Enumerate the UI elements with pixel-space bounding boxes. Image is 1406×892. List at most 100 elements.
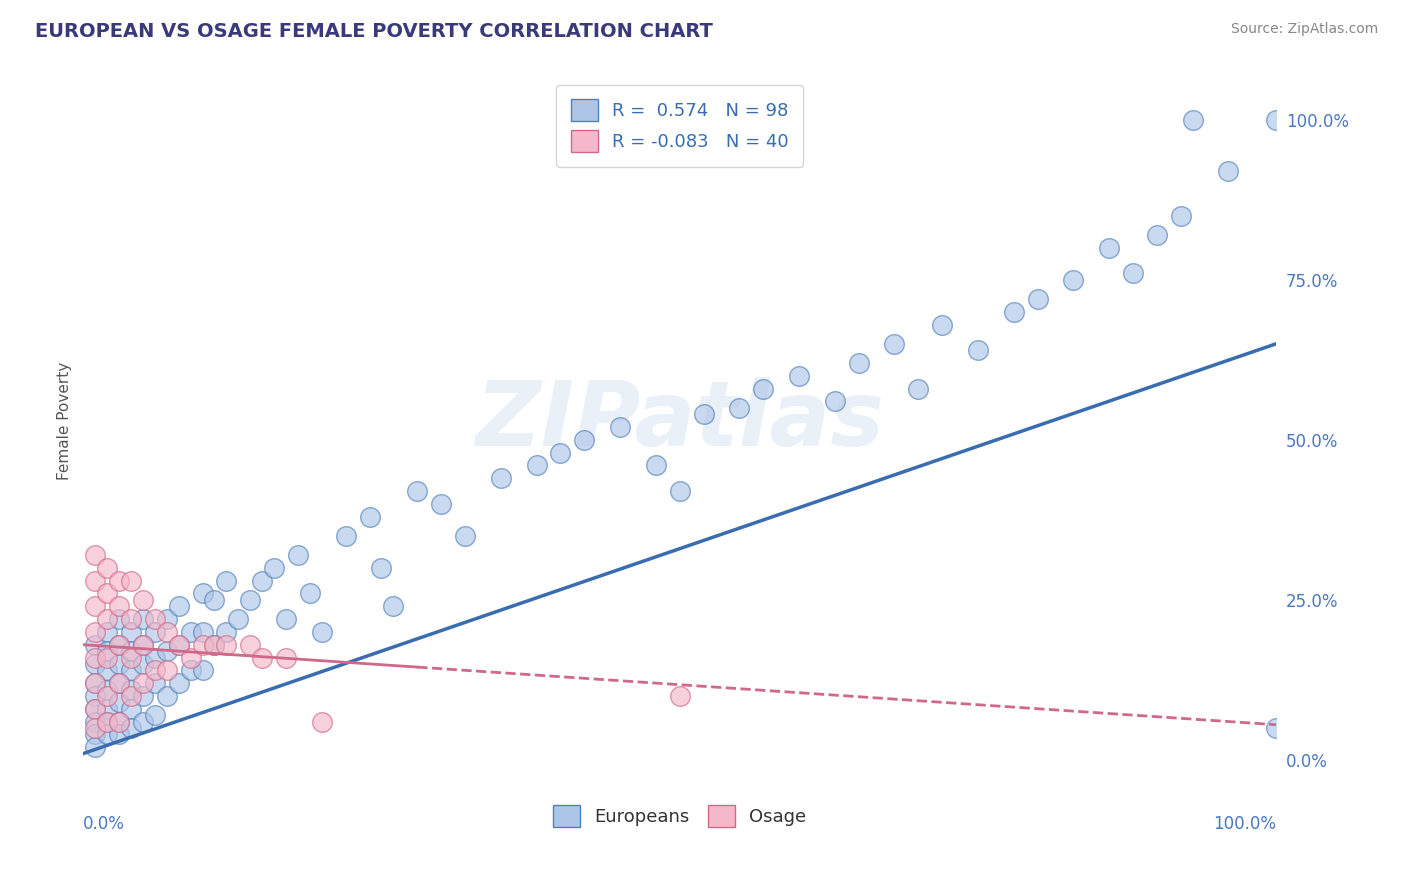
Point bbox=[143, 650, 166, 665]
Point bbox=[96, 586, 118, 600]
Point bbox=[907, 382, 929, 396]
Point bbox=[120, 721, 142, 735]
Point bbox=[239, 593, 262, 607]
Point bbox=[228, 612, 250, 626]
Point bbox=[215, 638, 238, 652]
Point bbox=[550, 445, 572, 459]
Point bbox=[1265, 112, 1288, 127]
Point bbox=[1002, 305, 1025, 319]
Point bbox=[84, 727, 107, 741]
Point bbox=[335, 529, 357, 543]
Point bbox=[120, 663, 142, 677]
Point bbox=[167, 638, 190, 652]
Point bbox=[574, 433, 596, 447]
Point bbox=[167, 638, 190, 652]
Point bbox=[931, 318, 953, 332]
Point bbox=[108, 574, 131, 588]
Point bbox=[156, 624, 179, 639]
Point bbox=[370, 561, 392, 575]
Point bbox=[108, 714, 131, 729]
Point bbox=[167, 676, 190, 690]
Point bbox=[824, 394, 846, 409]
Point bbox=[143, 708, 166, 723]
Y-axis label: Female Poverty: Female Poverty bbox=[58, 361, 72, 480]
Point bbox=[263, 561, 285, 575]
Point bbox=[84, 714, 107, 729]
Point bbox=[883, 336, 905, 351]
Point bbox=[84, 740, 107, 755]
Point bbox=[96, 644, 118, 658]
Point bbox=[215, 624, 238, 639]
Point bbox=[132, 714, 155, 729]
Point bbox=[84, 574, 107, 588]
Point bbox=[96, 561, 118, 575]
Point bbox=[1170, 209, 1192, 223]
Point bbox=[215, 574, 238, 588]
Point bbox=[204, 593, 226, 607]
Point bbox=[132, 593, 155, 607]
Point bbox=[848, 356, 870, 370]
Point bbox=[120, 682, 142, 697]
Point bbox=[1026, 292, 1049, 306]
Point bbox=[1098, 241, 1121, 255]
Point bbox=[108, 638, 131, 652]
Point bbox=[787, 368, 810, 383]
Point bbox=[96, 624, 118, 639]
Point bbox=[180, 624, 202, 639]
Point bbox=[84, 650, 107, 665]
Point bbox=[84, 638, 107, 652]
Point bbox=[274, 612, 297, 626]
Point bbox=[1218, 164, 1240, 178]
Point bbox=[143, 663, 166, 677]
Point bbox=[120, 574, 142, 588]
Point bbox=[644, 458, 666, 473]
Point bbox=[752, 382, 775, 396]
Point bbox=[298, 586, 321, 600]
Point bbox=[1122, 266, 1144, 280]
Point bbox=[108, 599, 131, 614]
Point bbox=[96, 714, 118, 729]
Point bbox=[204, 638, 226, 652]
Point bbox=[191, 586, 214, 600]
Point bbox=[96, 612, 118, 626]
Point bbox=[967, 343, 990, 358]
Point bbox=[120, 689, 142, 703]
Point bbox=[1265, 721, 1288, 735]
Text: 100.0%: 100.0% bbox=[1213, 815, 1277, 833]
Point bbox=[668, 484, 690, 499]
Point bbox=[156, 663, 179, 677]
Point bbox=[108, 714, 131, 729]
Point bbox=[96, 663, 118, 677]
Point bbox=[96, 650, 118, 665]
Text: Source: ZipAtlas.com: Source: ZipAtlas.com bbox=[1230, 22, 1378, 37]
Text: 0.0%: 0.0% bbox=[83, 815, 125, 833]
Point bbox=[120, 702, 142, 716]
Point bbox=[132, 638, 155, 652]
Point bbox=[120, 644, 142, 658]
Point bbox=[250, 574, 273, 588]
Text: ZIPatlas: ZIPatlas bbox=[475, 376, 884, 465]
Point bbox=[120, 650, 142, 665]
Point bbox=[454, 529, 477, 543]
Point bbox=[84, 676, 107, 690]
Point bbox=[108, 638, 131, 652]
Point bbox=[191, 638, 214, 652]
Point bbox=[692, 407, 714, 421]
Point bbox=[250, 650, 273, 665]
Point bbox=[96, 702, 118, 716]
Point bbox=[191, 624, 214, 639]
Point bbox=[1062, 273, 1084, 287]
Point bbox=[132, 638, 155, 652]
Point bbox=[526, 458, 548, 473]
Point bbox=[143, 612, 166, 626]
Point bbox=[84, 721, 107, 735]
Point bbox=[108, 727, 131, 741]
Point bbox=[430, 497, 453, 511]
Point bbox=[609, 420, 631, 434]
Point bbox=[132, 689, 155, 703]
Point bbox=[120, 612, 142, 626]
Point bbox=[84, 657, 107, 671]
Point bbox=[108, 676, 131, 690]
Point bbox=[239, 638, 262, 652]
Point bbox=[191, 663, 214, 677]
